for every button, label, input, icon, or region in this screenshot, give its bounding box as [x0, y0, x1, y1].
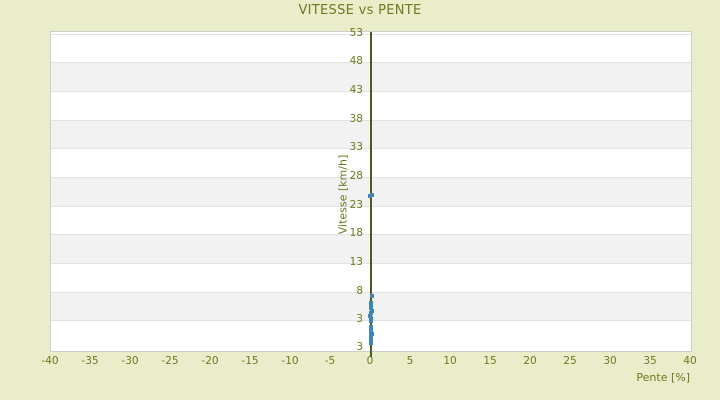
x-tick-label: -15: [241, 355, 259, 367]
scatter-point: [369, 309, 374, 314]
plot-area: [50, 31, 692, 357]
y-tick-label: 8: [356, 284, 363, 297]
y-tick-label: 53: [349, 26, 363, 39]
x-tick-label: 40: [683, 355, 697, 367]
scatter-point: [369, 293, 374, 298]
x-tick-label: 15: [483, 355, 497, 367]
x-tick-label: -25: [161, 355, 179, 367]
scatter-point: [369, 301, 373, 306]
scatter-point: [369, 193, 374, 198]
x-tick-label: 20: [523, 355, 537, 367]
scatter-point: [369, 318, 373, 323]
y-tick-label: 28: [349, 169, 363, 182]
x-tick-label: -30: [121, 355, 139, 367]
y-tick-label: 38: [349, 112, 363, 125]
y-tick-label: 3: [356, 313, 363, 326]
scatter-point: [368, 333, 373, 338]
x-tick-label: -5: [324, 355, 336, 367]
y-tick-label: 43: [349, 83, 363, 96]
y-tick-label: 18: [349, 227, 363, 240]
x-tick-label: -10: [281, 355, 299, 367]
x-tick-label: 30: [603, 355, 617, 367]
x-tick-label: 0: [366, 355, 374, 367]
scatter-point: [368, 325, 373, 330]
scatter-point: [369, 335, 374, 340]
scatter-point: [369, 341, 374, 346]
x-tick-label: 25: [563, 355, 577, 367]
x-axis-title: Pente [%]: [636, 371, 690, 384]
y-tick-label: 48: [349, 55, 363, 68]
x-tick-label: 5: [406, 355, 414, 367]
scatter-point: [369, 311, 373, 316]
x-tick-label: 10: [443, 355, 457, 367]
x-tick-label: -35: [81, 355, 99, 367]
y-tick-label: 13: [349, 256, 363, 268]
scatter-point: [369, 303, 374, 308]
y-tick-label: 23: [349, 198, 363, 211]
y-tick-label: 33: [349, 141, 363, 154]
scatter-point: [369, 329, 373, 334]
y-tick-label: 3: [356, 340, 363, 353]
chart-title: VITESSE vs PENTE: [298, 3, 422, 18]
x-tick-label: -20: [201, 355, 219, 367]
x-tick-label: -40: [41, 355, 59, 367]
scatter-point: [368, 313, 373, 318]
x-tick-label: 35: [643, 355, 657, 367]
scatter-point: [369, 316, 374, 320]
scatter-point: [368, 306, 373, 311]
